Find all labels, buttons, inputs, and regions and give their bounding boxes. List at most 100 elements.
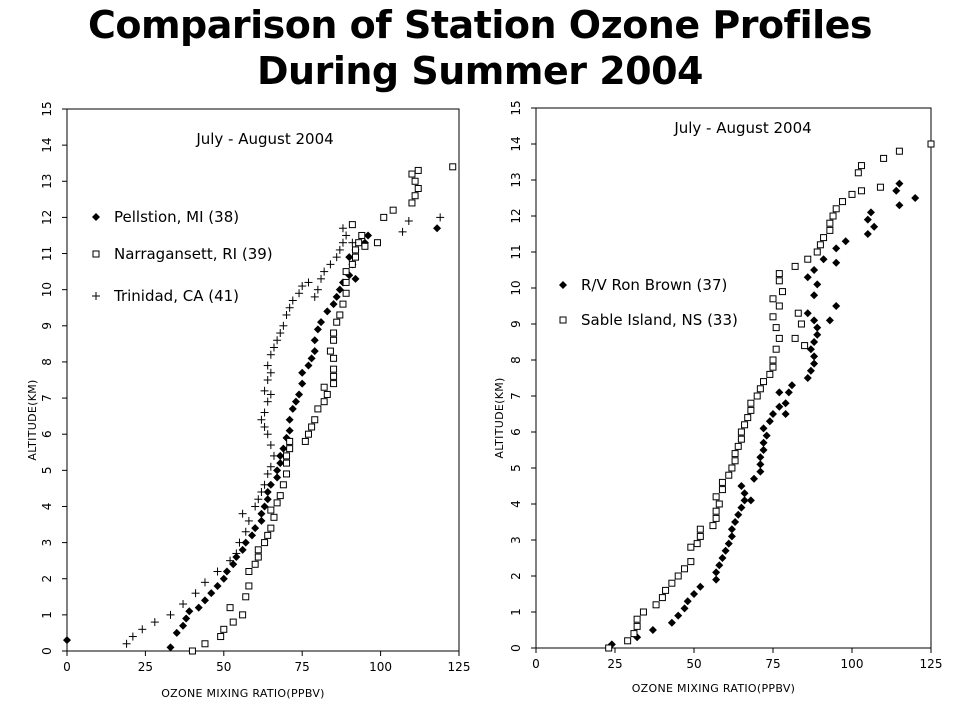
data-point: [267, 506, 275, 514]
data-point: [750, 474, 759, 483]
data-point: [288, 296, 297, 305]
data-point: [361, 242, 369, 250]
data-point: [188, 647, 196, 655]
data-point: [715, 500, 723, 508]
y-tick-label: 12: [509, 208, 523, 223]
data-point: [220, 625, 228, 633]
data-point: [317, 318, 326, 327]
data-point: [895, 179, 904, 188]
y-tick-label: 10: [40, 282, 54, 297]
data-point: [283, 470, 291, 478]
data-point: [260, 386, 269, 395]
data-point: [762, 431, 771, 440]
data-point: [320, 267, 329, 276]
chart-annotation: July - August 2004: [673, 119, 811, 137]
data-point: [895, 147, 903, 155]
data-point: [769, 410, 777, 418]
data-point: [295, 289, 304, 298]
data-point: [633, 615, 641, 623]
data-point: [911, 194, 920, 202]
data-point: [804, 255, 812, 263]
data-point: [411, 192, 419, 200]
data-point: [775, 334, 783, 342]
data-point: [213, 581, 222, 590]
legend-label: Narragansett, RI (39): [114, 245, 273, 263]
data-point: [241, 538, 250, 547]
data-point: [364, 231, 373, 240]
y-tick-label: 3: [40, 539, 54, 547]
data-point: [232, 549, 241, 558]
data-point: [731, 457, 739, 465]
data-point: [251, 560, 259, 568]
data-point: [810, 359, 819, 368]
data-point: [737, 435, 745, 443]
data-point: [336, 311, 344, 319]
data-point: [245, 568, 253, 576]
y-tick-label: 8: [40, 358, 54, 366]
x-tick-label: 25: [607, 657, 622, 671]
data-point: [794, 309, 802, 317]
data-point: [813, 330, 822, 339]
data-point: [857, 162, 865, 170]
data-point: [166, 643, 175, 652]
data-point: [285, 303, 294, 312]
series-0: [607, 179, 920, 649]
data-point: [787, 381, 796, 390]
data-point: [832, 302, 841, 310]
data-point: [398, 227, 407, 236]
data-point: [832, 244, 841, 253]
data-point: [806, 366, 815, 375]
data-point: [226, 556, 235, 565]
data-point: [712, 514, 720, 522]
data-point: [841, 237, 850, 246]
data-point: [345, 253, 354, 262]
data-point: [263, 376, 272, 384]
data-point: [740, 489, 749, 498]
y-tick-label: 0: [40, 647, 54, 655]
data-point: [222, 567, 231, 576]
data-point: [138, 625, 147, 634]
y-tick-label: 15: [509, 100, 523, 115]
data-point: [217, 633, 225, 641]
left-scatter-panel: 0 25 50 75 100 1250123456789101112131415OZONE…: [26, 101, 470, 700]
data-point: [658, 594, 666, 602]
data-point: [348, 238, 357, 247]
data-point: [712, 493, 720, 501]
data-point: [229, 618, 237, 626]
data-point: [803, 374, 812, 382]
data-point: [775, 302, 783, 310]
data-point: [266, 441, 275, 450]
data-point: [880, 154, 888, 162]
data-point: [179, 621, 188, 630]
legend-marker: [92, 292, 100, 300]
data-point: [408, 199, 416, 207]
data-point: [276, 329, 285, 338]
legend-label: Pellstion, MI (38): [114, 208, 239, 226]
data-point: [731, 450, 739, 458]
data-point: [239, 611, 247, 619]
data-point: [813, 248, 821, 256]
data-point: [276, 451, 285, 460]
data-point: [295, 390, 304, 399]
data-point: [715, 561, 724, 570]
data-point: [244, 516, 253, 525]
data-point: [348, 221, 356, 229]
legend-marker: [92, 213, 100, 221]
data-point: [263, 430, 272, 439]
title-line-1: Comparison of Station Ozone Profiles: [87, 3, 873, 47]
data-point: [260, 480, 269, 489]
data-point: [667, 618, 676, 627]
data-point: [266, 390, 275, 399]
data-point: [63, 636, 71, 645]
data-point: [404, 217, 413, 226]
data-point: [122, 639, 131, 648]
data-point: [810, 266, 819, 274]
data-point: [235, 538, 244, 547]
data-point: [436, 213, 445, 222]
data-point: [633, 622, 641, 630]
data-point: [320, 398, 328, 406]
x-tick-label: 25: [138, 660, 153, 674]
data-point: [690, 590, 698, 598]
data-point: [238, 509, 247, 518]
series-1: [605, 140, 935, 652]
